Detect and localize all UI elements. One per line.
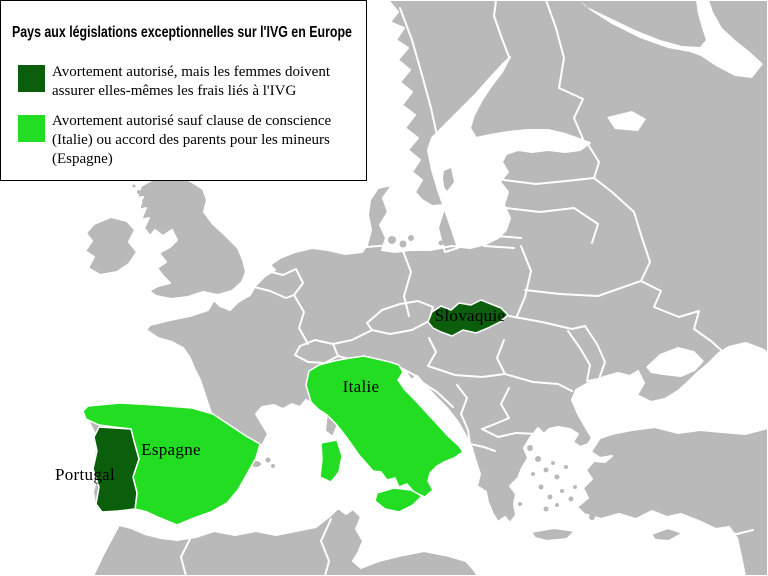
legend-item-2-line-1: Avortement autorisé sauf clause de consc…: [52, 113, 332, 129]
legend-item-2-line-2: (Italie) ou accord des parents pour les …: [52, 132, 330, 167]
label-slovaquie: Slovaquie: [434, 306, 506, 325]
border-ukraine-romania: [508, 315, 586, 330]
border-turkey-syria: [700, 523, 754, 535]
legend-box: Pays aux législations exceptionnelles su…: [0, 0, 367, 181]
border-estonia-latvia: [503, 177, 595, 185]
turkey-levant: [576, 426, 768, 576]
border-switzerland: [294, 339, 339, 364]
gotland-island: [442, 168, 454, 191]
aegean-islands: [518, 445, 595, 520]
label-espagne: Espagne: [141, 440, 201, 459]
border-albania-greece: [469, 443, 496, 452]
label-italie: Italie: [342, 377, 380, 396]
continental-europe-landmass: [83, 0, 768, 527]
border-estonia-russia: [588, 145, 600, 179]
border-serbia-bulgaria: [500, 387, 510, 419]
border-belarus-ukraine: [524, 280, 642, 297]
border-poland-east: [516, 245, 532, 317]
border-kaliningrad: [483, 235, 522, 249]
border-poland-germany: [402, 250, 412, 317]
border-belarus-russia: [611, 191, 651, 282]
border-norway-sweden: [399, 7, 446, 197]
border-latvia-russia: [593, 177, 613, 193]
border-hungary-south: [427, 365, 506, 378]
legend-item-1-line-2: assurer elles-mêmes les frais liés à l'I…: [52, 83, 297, 99]
estonian-islands: [542, 163, 556, 179]
border-denmark-germany: [365, 244, 392, 248]
border-austria-hungary: [427, 337, 437, 367]
border-moldova-ukraine: [584, 325, 606, 382]
border-ukraine-russia: [640, 280, 722, 351]
border-finland-russia: [545, 0, 584, 140]
border-germany-austria: [332, 329, 373, 345]
ireland: [84, 216, 138, 276]
legend-title: Pays aux législations exceptionnelles su…: [12, 24, 352, 41]
border-lithuania-belarus: [573, 207, 599, 244]
border-hungary-romania: [496, 339, 506, 375]
dark-green-swatch: [18, 65, 45, 92]
legend-item-2-text: Avortement autorisé sauf clause de consc…: [52, 112, 368, 169]
border-morocco-algeria: [180, 538, 191, 576]
italy-shape: [305, 355, 464, 498]
sicily-shape: [374, 487, 423, 513]
border-belgium-france: [253, 286, 295, 299]
border-sweden-finland: [493, 0, 510, 58]
label-portugal: Portugal: [54, 465, 116, 484]
border-slovenia-croatia: [402, 368, 419, 378]
legend-item-1-text: Avortement autorisé, mais les femmes doi…: [52, 63, 368, 101]
border-algeria-tunisia: [320, 518, 332, 576]
sea-of-azov: [646, 347, 704, 377]
border-macedonia-greece: [481, 428, 517, 438]
crete-island: [530, 527, 576, 542]
border-bosnia-serbia: [456, 384, 468, 415]
north-africa: [92, 507, 479, 576]
border-danube-serbia: [504, 373, 573, 392]
border-bulgaria-greece: [515, 431, 572, 437]
border-france-germany: [293, 294, 309, 345]
border-croatia-bosnia: [419, 380, 454, 408]
border-serbia-macedonia: [481, 417, 510, 430]
danish-islands: [388, 235, 444, 248]
lake-ladoga: [607, 111, 646, 131]
great-britain: [136, 175, 247, 300]
border-moldova-romania: [567, 330, 591, 382]
slovakia-shape: [427, 299, 509, 337]
sardinia-shape: [319, 439, 343, 483]
bright-green-swatch: [18, 115, 45, 142]
legend-item-1-line-1: Avortement autorisé, mais les femmes doi…: [52, 64, 330, 80]
white-sea: [580, 0, 763, 78]
scottish-islands: [132, 184, 146, 203]
border-netherlands-belgium: [266, 268, 297, 276]
portugal-shape: [92, 426, 140, 513]
border-belgium-germany: [293, 268, 304, 296]
cyprus-island: [650, 527, 684, 542]
border-latvia-lithuania: [505, 207, 575, 213]
border-montenegro-albania: [460, 413, 471, 445]
